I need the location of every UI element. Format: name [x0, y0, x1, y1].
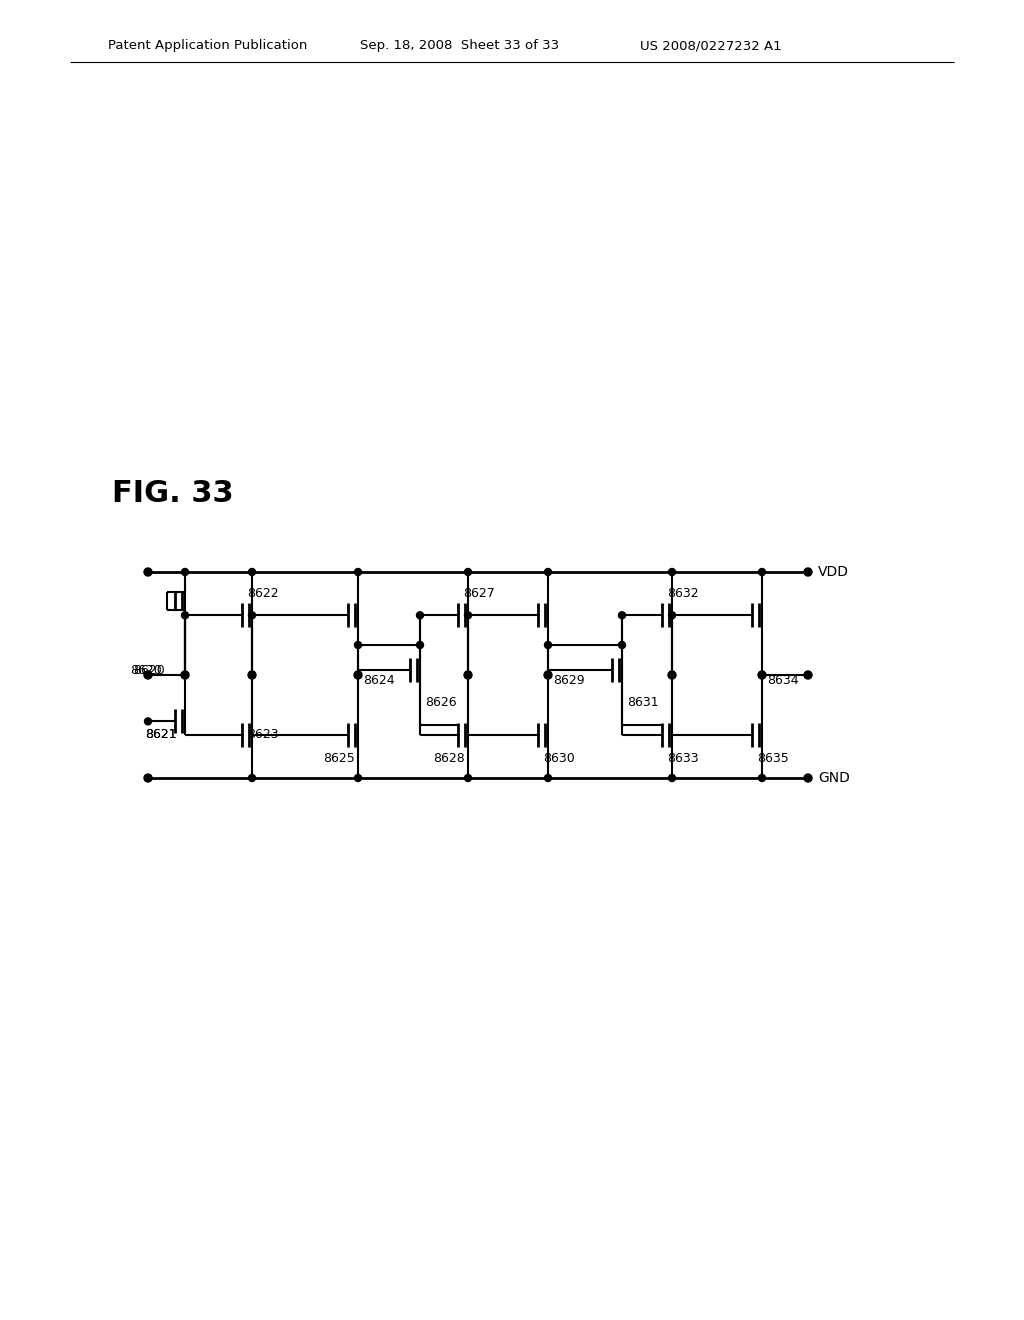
- Text: 8626: 8626: [425, 697, 457, 710]
- Text: 8621: 8621: [145, 729, 176, 742]
- Text: 8632: 8632: [667, 587, 698, 599]
- Text: 8622: 8622: [247, 587, 279, 599]
- Circle shape: [465, 569, 471, 576]
- Circle shape: [354, 775, 361, 781]
- Text: 8624: 8624: [362, 673, 394, 686]
- Text: 8630: 8630: [543, 751, 574, 764]
- Circle shape: [144, 568, 152, 576]
- Circle shape: [144, 774, 152, 781]
- Circle shape: [758, 671, 766, 678]
- Text: Sep. 18, 2008  Sheet 33 of 33: Sep. 18, 2008 Sheet 33 of 33: [360, 40, 559, 53]
- Circle shape: [144, 671, 152, 678]
- Text: VDD: VDD: [818, 565, 849, 579]
- Circle shape: [249, 569, 256, 576]
- Circle shape: [181, 671, 189, 678]
- Circle shape: [249, 775, 256, 781]
- Text: 8620: 8620: [133, 664, 165, 676]
- Circle shape: [759, 569, 766, 576]
- Circle shape: [545, 569, 552, 576]
- Circle shape: [618, 611, 626, 619]
- Circle shape: [465, 775, 471, 781]
- Circle shape: [249, 611, 256, 619]
- Circle shape: [545, 775, 552, 781]
- Circle shape: [354, 569, 361, 576]
- Circle shape: [144, 718, 152, 725]
- Text: GND: GND: [818, 771, 850, 785]
- Circle shape: [669, 569, 676, 576]
- Circle shape: [759, 775, 766, 781]
- Circle shape: [181, 569, 188, 576]
- Circle shape: [545, 642, 552, 648]
- Text: 8634: 8634: [767, 673, 799, 686]
- Text: 8627: 8627: [463, 587, 495, 599]
- Circle shape: [669, 611, 676, 619]
- Circle shape: [354, 671, 362, 678]
- Text: 8628: 8628: [433, 751, 465, 764]
- Circle shape: [181, 611, 188, 619]
- Circle shape: [464, 671, 472, 678]
- Text: 8629: 8629: [553, 673, 585, 686]
- Circle shape: [668, 671, 676, 678]
- Circle shape: [354, 642, 361, 648]
- Text: 8621: 8621: [145, 729, 176, 742]
- Text: 8635: 8635: [757, 751, 788, 764]
- Circle shape: [417, 611, 424, 619]
- Circle shape: [417, 642, 424, 648]
- Text: 8633: 8633: [667, 751, 698, 764]
- Text: FIG. 33: FIG. 33: [112, 479, 233, 507]
- Circle shape: [618, 642, 626, 648]
- Text: 8623: 8623: [247, 729, 279, 742]
- Circle shape: [804, 671, 812, 678]
- Circle shape: [669, 775, 676, 781]
- Circle shape: [804, 774, 812, 781]
- Text: Patent Application Publication: Patent Application Publication: [108, 40, 307, 53]
- Circle shape: [248, 671, 256, 678]
- Circle shape: [465, 611, 471, 619]
- Text: US 2008/0227232 A1: US 2008/0227232 A1: [640, 40, 781, 53]
- Circle shape: [804, 568, 812, 576]
- Text: 8625: 8625: [323, 751, 354, 764]
- Circle shape: [544, 671, 552, 678]
- Text: 8631: 8631: [627, 697, 658, 710]
- Text: 8620: 8620: [130, 664, 162, 676]
